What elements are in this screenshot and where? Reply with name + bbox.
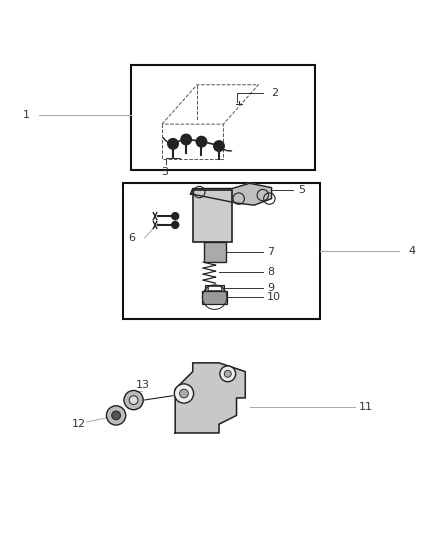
Circle shape (129, 395, 138, 405)
Text: 2: 2 (272, 88, 279, 99)
Circle shape (112, 411, 120, 420)
Circle shape (196, 136, 207, 147)
Bar (193, 190, 232, 243)
Circle shape (181, 134, 191, 145)
Circle shape (224, 370, 231, 377)
Text: 6: 6 (128, 233, 135, 243)
Circle shape (172, 213, 179, 220)
Polygon shape (191, 183, 272, 205)
Bar (205, 285, 224, 290)
Text: 9: 9 (267, 283, 274, 293)
Bar (208, 286, 221, 290)
Circle shape (172, 221, 179, 229)
Circle shape (124, 391, 143, 410)
Text: 10: 10 (267, 292, 281, 302)
Text: 12: 12 (72, 419, 86, 429)
Circle shape (174, 384, 194, 403)
Circle shape (168, 139, 178, 149)
Polygon shape (175, 363, 245, 433)
Circle shape (214, 141, 224, 151)
Bar (204, 243, 226, 262)
Text: 13: 13 (135, 380, 149, 390)
Circle shape (106, 406, 126, 425)
Text: 8: 8 (267, 267, 274, 277)
Bar (131, 65, 315, 170)
Bar (123, 183, 320, 319)
Bar (202, 290, 227, 304)
Text: 4: 4 (408, 246, 415, 256)
Circle shape (220, 366, 236, 382)
Text: 7: 7 (267, 247, 274, 257)
Text: 1: 1 (23, 110, 30, 120)
Text: 3: 3 (161, 167, 168, 176)
Circle shape (180, 389, 188, 398)
Text: 11: 11 (359, 402, 373, 411)
Text: 5: 5 (298, 185, 305, 195)
